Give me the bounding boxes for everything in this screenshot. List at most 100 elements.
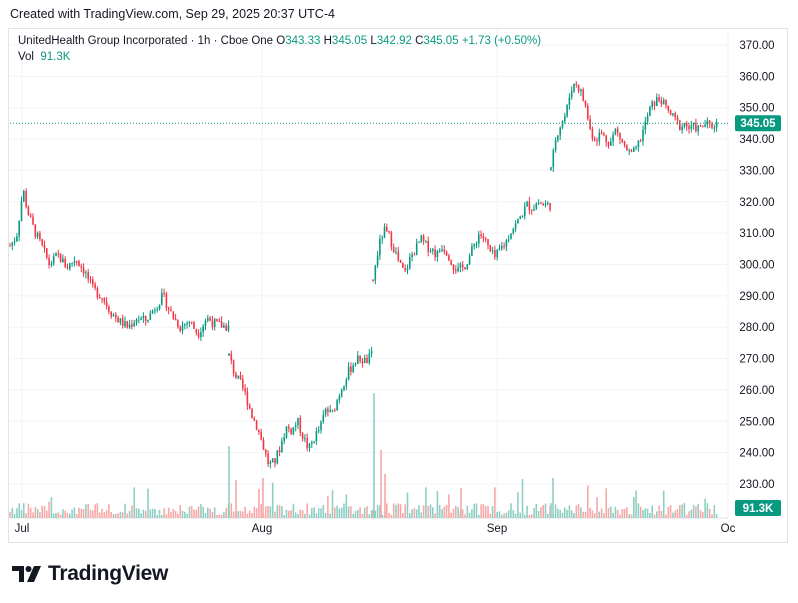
volume-bar (448, 494, 450, 518)
candle-body (278, 450, 281, 453)
candle-body (386, 226, 388, 232)
tradingview-logo[interactable]: TradingView (12, 562, 168, 586)
last-volume-label: 91.3K (743, 503, 774, 515)
volume-bar (681, 504, 683, 518)
volume-bar (216, 514, 218, 518)
time-tick-label: Aug (252, 523, 272, 535)
volume-bar (244, 506, 246, 518)
candle-body (66, 267, 69, 269)
volume-bar (218, 514, 221, 518)
candle-body (13, 241, 16, 243)
volume-bar (600, 508, 603, 518)
candle-body (235, 373, 237, 378)
candle-body (46, 248, 48, 258)
legend-open: 343.33 (285, 35, 321, 47)
volume-bar (656, 511, 658, 518)
candle-body (679, 120, 681, 131)
candle-body (317, 430, 320, 432)
candle-body (379, 238, 381, 256)
volume-bar (547, 513, 549, 518)
candle-body (32, 216, 34, 225)
candle-body (52, 256, 55, 264)
volume-bar (542, 504, 544, 518)
volume-bar (357, 509, 359, 518)
volume-bar (92, 510, 94, 518)
volume-bar (20, 509, 23, 518)
volume-bar (630, 514, 633, 518)
volume-bar (644, 508, 647, 518)
candle-body (530, 210, 533, 212)
candle-body (397, 251, 400, 260)
legend-close: 345.05 (423, 35, 459, 47)
candle-body (115, 314, 117, 318)
candle-body (482, 236, 485, 239)
volume-bar (87, 504, 89, 518)
candle-body (635, 147, 637, 149)
candle-body (89, 279, 92, 281)
volume-bar (108, 504, 110, 518)
candle-body (616, 128, 619, 133)
volume-bar (52, 513, 55, 518)
volume-bar (582, 511, 584, 518)
volume-bar (320, 508, 322, 518)
volume-bar (688, 511, 690, 518)
candle-body (69, 263, 71, 269)
volume-bar (62, 509, 64, 518)
volume-bar (242, 511, 244, 518)
price-tick-label: 300.00 (739, 260, 774, 272)
candle-body (260, 432, 262, 440)
volume-bar (299, 509, 302, 518)
candle-body (429, 250, 432, 252)
candle-body (62, 258, 64, 263)
volume-bar (651, 505, 653, 518)
candle-body (554, 140, 557, 151)
candle-body (468, 255, 471, 265)
candle-body (667, 105, 670, 111)
candles (9, 81, 728, 469)
volume-bar (649, 513, 651, 518)
candle-body (533, 208, 535, 211)
candle-body (297, 418, 299, 426)
volume-bar (11, 507, 14, 518)
candle-body (514, 223, 517, 229)
volume-bars (9, 393, 718, 518)
volume-bar (271, 482, 274, 518)
candle-body (409, 256, 411, 269)
volume-bar (32, 512, 34, 518)
candle-body (623, 142, 626, 146)
volume-bar (455, 505, 457, 518)
volume-bar (98, 512, 101, 518)
volume-bar (706, 503, 709, 518)
candle-body (610, 141, 612, 146)
candle-body (308, 443, 311, 449)
candle-body (503, 246, 505, 248)
volume-bar (336, 505, 338, 518)
candle-body (550, 167, 552, 171)
volume-bar (639, 506, 642, 518)
chart-frame[interactable] (8, 28, 788, 543)
candle-body (262, 439, 265, 450)
volume-bar (561, 512, 564, 518)
candle-body (376, 255, 379, 266)
candle-body (526, 201, 528, 207)
volume-bar (386, 503, 388, 518)
candle-body (593, 138, 596, 141)
volume-bar (674, 510, 676, 518)
candle-body (92, 279, 94, 285)
volume-bar (517, 492, 519, 518)
candle-body (167, 308, 170, 310)
candle-body (144, 315, 147, 322)
candle-body (39, 233, 41, 240)
volume-bar (589, 507, 591, 518)
candle-body (672, 113, 674, 115)
candle-body (605, 135, 607, 143)
candle-body (436, 251, 439, 258)
candle-body (133, 322, 135, 327)
candle-body (637, 140, 640, 148)
candle-body (547, 202, 549, 204)
candle-body (347, 366, 350, 380)
candle-body (57, 253, 60, 255)
volume-bar (633, 497, 635, 518)
candle-body (598, 132, 601, 142)
